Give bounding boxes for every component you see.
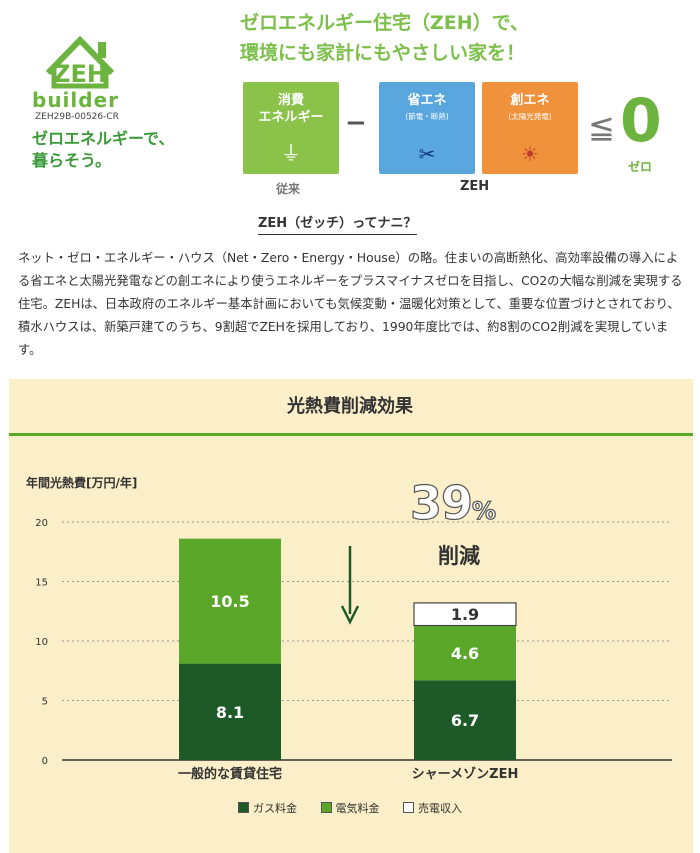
box-title: 消費 エネルギー: [258, 93, 324, 125]
y-axis-label: 年間光熱費[万円/年]: [26, 476, 138, 490]
y-tick-label: 0: [42, 756, 48, 767]
scissors-icon: ✂: [418, 142, 436, 166]
slogan: ゼロエネルギーで、 暮らそう。: [32, 129, 175, 170]
chart-panel: [9, 379, 693, 853]
legend-label: ガス料金: [253, 802, 297, 815]
headline: ゼロエネルギー住宅（ZEH）で、 環境にも家計にもやさしい家を！: [240, 12, 529, 64]
box-sub: (節電・断熱): [405, 112, 449, 121]
plug-icon: ⏚: [281, 141, 301, 165]
logo-code: ZEH29B-00526-CR: [35, 112, 119, 122]
legend-swatch: [238, 802, 249, 813]
svg-text:ZEH: ZEH: [53, 60, 107, 88]
consumption-box: 消費 エネルギー ⏚: [243, 82, 339, 174]
legend-item-electricity: 電気料金: [320, 800, 380, 816]
legend-label: 売電収入: [418, 802, 462, 815]
data-label: 8.1: [216, 703, 244, 722]
label-conventional: 従来: [276, 182, 301, 196]
data-label: 1.9: [451, 605, 479, 624]
sun-icon: ☀: [521, 142, 539, 166]
category-label: 一般的な賃貸住宅: [178, 766, 282, 782]
legend-swatch: [320, 802, 332, 813]
y-tick-label: 20: [35, 518, 48, 529]
less-equal-sign: ≦: [588, 108, 615, 146]
chart-legend: ガス料金 電気料金 売電収入: [0, 800, 700, 816]
category-label: シャーメゾンZEH: [412, 766, 519, 782]
reduction-value: 39: [409, 475, 473, 530]
data-label: 6.7: [451, 711, 479, 730]
energy-saving-box: 省エネ (節電・断熱) ✂: [379, 82, 475, 174]
zero-value: 0: [620, 86, 662, 156]
data-label: 10.5: [210, 592, 249, 611]
reduction-label: 削減: [438, 544, 480, 568]
bar-segment: [414, 625, 516, 681]
zeh-logo-icon: ZEH: [45, 35, 115, 89]
legend-label: 電気料金: [335, 802, 380, 815]
reduction-arrow-icon: [340, 605, 360, 625]
bar-segment: [179, 663, 281, 760]
logo-text: builder: [32, 88, 120, 112]
data-label: 4.6: [451, 644, 479, 663]
y-tick-label: 15: [35, 578, 48, 589]
legend-item-sales: 売電収入: [403, 800, 462, 816]
chart-title: 光熱費削減効果: [287, 396, 413, 417]
y-tick-label: 10: [35, 637, 48, 648]
question-heading: ZEH（ゼッチ）ってナニ？: [258, 212, 417, 235]
reduction-percent: 39%: [409, 475, 540, 530]
bar-segment: [179, 538, 281, 664]
box-title: 創エネ: [510, 93, 550, 108]
y-tick-label: 5: [42, 697, 48, 708]
title-divider: [9, 433, 693, 436]
label-zeh: ZEH: [460, 179, 490, 194]
energy-creation-box: 創エネ (太陽光発電) ☀: [482, 82, 578, 174]
bar-segment: [414, 680, 516, 760]
description-paragraph: ネット・ゼロ・エネルギー・ハウス（Net・Zero・Energy・House）の…: [18, 251, 683, 357]
reduction-unit: %: [471, 496, 496, 525]
legend-item-gas: ガス料金: [238, 800, 297, 816]
legend-swatch: [403, 802, 414, 813]
bar-segment: [413, 602, 517, 627]
box-sub: (太陽光発電): [508, 112, 552, 121]
box-title: 省エネ: [407, 93, 447, 108]
minus-sign: −: [345, 108, 367, 138]
zero-label: ゼロ: [628, 160, 653, 174]
